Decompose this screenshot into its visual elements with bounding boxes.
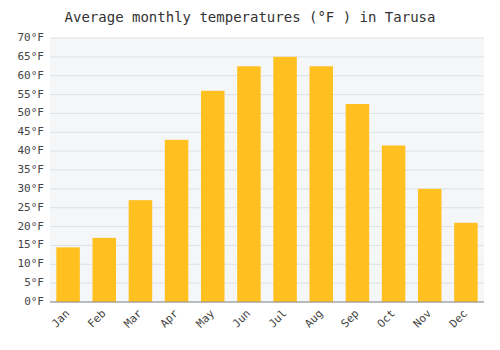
bar: [129, 200, 153, 302]
x-tick-label: Jun: [230, 307, 253, 330]
x-tick-label: Aug: [302, 307, 325, 330]
y-axis: 0°F 5°F 10°F 15°F 20°F 25°F 30°F 35°F 40°F 45°F 50…: [18, 31, 45, 308]
grid-line: [50, 302, 484, 303]
bar: [309, 66, 333, 302]
title: Average monthly temperatures (°F ) in Ta…: [65, 9, 436, 25]
grid-line: [50, 75, 484, 76]
x-axis: Jan Feb Mar Apr May Jun Jul Aug Sep Oct Nov Dec: [49, 302, 484, 330]
x-tick-label: Feb: [85, 307, 108, 330]
x-tick-label: Oct: [375, 307, 398, 330]
x-tick-label: May: [194, 307, 218, 331]
y-tick-label: 5°F: [24, 276, 44, 289]
bar: [454, 223, 478, 302]
bar: [165, 140, 189, 302]
grid: [50, 38, 484, 302]
bar: [346, 104, 370, 302]
bar: [382, 145, 406, 302]
y-tick-label: 30°F: [18, 182, 45, 195]
grid-line: [50, 113, 484, 114]
grid-line: [50, 132, 484, 133]
x-tick-label: Mar: [121, 307, 145, 331]
grid-line: [50, 94, 484, 95]
bar: [56, 247, 80, 302]
grid-line: [50, 56, 484, 57]
y-tick-label: 15°F: [18, 238, 45, 251]
bars: [56, 57, 477, 302]
y-tick-label: 40°F: [18, 144, 45, 157]
y-tick-label: 25°F: [18, 201, 45, 214]
x-tick-label: Sep: [338, 307, 361, 330]
x-tick-label: Jan: [49, 307, 72, 330]
x-axis-line: [50, 302, 484, 303]
x-tick-label: Jul: [266, 307, 289, 330]
bar: [92, 238, 116, 302]
y-tick-label: 60°F: [18, 69, 45, 82]
y-tick-label: 45°F: [18, 125, 45, 138]
y-tick-label: 0°F: [24, 295, 44, 308]
bar: [418, 189, 442, 302]
chart: 0°F 5°F 10°F 15°F 20°F 25°F 30°F 35°F 40°F 45°F 50…: [0, 0, 500, 350]
x-tick-label: Nov: [411, 307, 435, 331]
grid-line: [50, 170, 484, 171]
bar: [201, 91, 225, 302]
y-tick-label: 70°F: [18, 31, 45, 44]
y-tick-label: 65°F: [18, 50, 45, 63]
x-tick-label: Dec: [447, 307, 470, 330]
plot-background: [50, 38, 484, 302]
y-tick-label: 10°F: [18, 257, 45, 270]
bar: [273, 57, 297, 302]
y-tick-label: 55°F: [18, 88, 45, 101]
x-tick-label: Apr: [158, 307, 182, 331]
y-tick-label: 20°F: [18, 220, 45, 233]
grid-line: [50, 151, 484, 152]
grid-line: [50, 38, 484, 39]
bar: [237, 66, 261, 302]
y-tick-label: 35°F: [18, 163, 45, 176]
y-tick-label: 50°F: [18, 106, 45, 119]
